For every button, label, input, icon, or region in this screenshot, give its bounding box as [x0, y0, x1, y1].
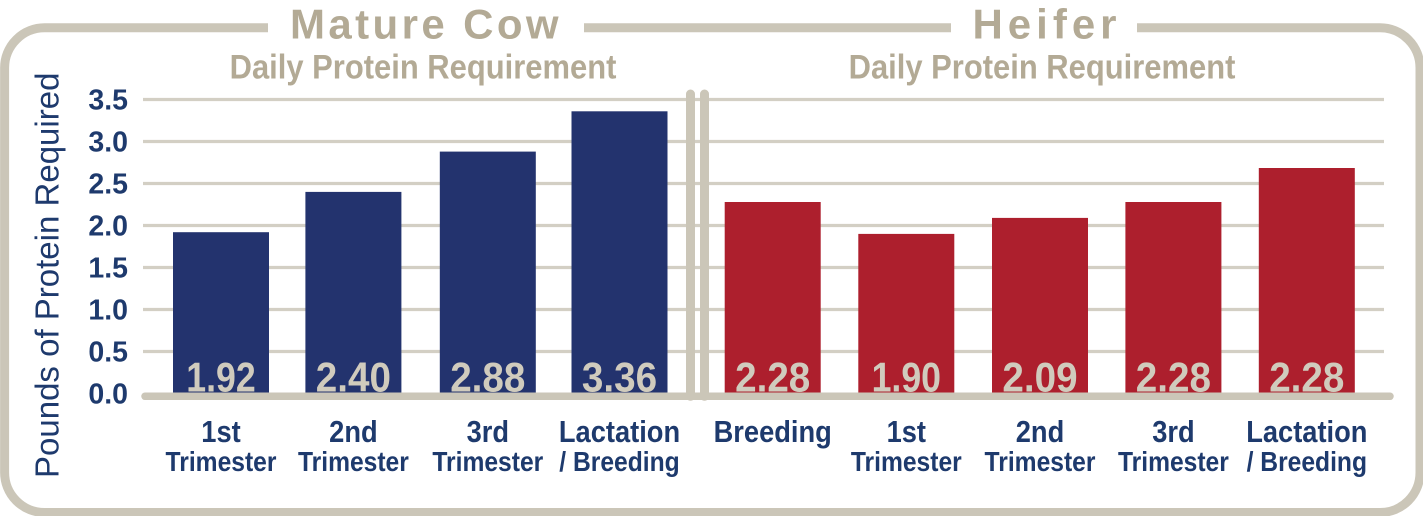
svg-text:2nd: 2nd: [329, 415, 377, 449]
svg-text:Breeding: Breeding: [714, 415, 832, 449]
svg-text:Lactation: Lactation: [559, 415, 680, 449]
svg-text:Trimester: Trimester: [851, 446, 962, 478]
svg-text:Trimester: Trimester: [985, 446, 1096, 478]
svg-text:Daily Protein Requirement: Daily Protein Requirement: [230, 48, 617, 86]
svg-text:Trimester: Trimester: [166, 446, 277, 478]
svg-text:3rd: 3rd: [467, 415, 509, 449]
svg-text:Pounds of Protein Required: Pounds of Protein Required: [29, 73, 66, 478]
svg-text:2nd: 2nd: [1016, 415, 1064, 449]
svg-text:/ Breeding: / Breeding: [559, 446, 679, 478]
svg-text:2.5: 2.5: [88, 168, 128, 200]
svg-text:1.0: 1.0: [88, 294, 128, 326]
svg-text:2.28: 2.28: [735, 353, 810, 401]
svg-text:Lactation: Lactation: [1246, 415, 1367, 449]
svg-text:2.88: 2.88: [450, 353, 525, 401]
svg-text:3.5: 3.5: [88, 84, 128, 116]
svg-text:1.5: 1.5: [88, 252, 128, 284]
svg-text:2.0: 2.0: [88, 210, 128, 242]
svg-text:Trimester: Trimester: [298, 446, 409, 478]
svg-text:/ Breeding: / Breeding: [1247, 446, 1367, 478]
svg-text:0.0: 0.0: [88, 378, 128, 410]
svg-text:1.90: 1.90: [872, 355, 941, 401]
svg-text:0.5: 0.5: [88, 336, 128, 368]
svg-text:3.0: 3.0: [88, 126, 128, 158]
svg-text:Trimester: Trimester: [432, 446, 543, 478]
svg-text:2.40: 2.40: [316, 353, 391, 401]
svg-text:Mature Cow: Mature Cow: [290, 1, 562, 48]
svg-text:2.09: 2.09: [1002, 353, 1077, 401]
svg-text:Heifer: Heifer: [972, 1, 1121, 48]
svg-text:Daily Protein Requirement: Daily Protein Requirement: [849, 48, 1236, 86]
svg-text:1.92: 1.92: [186, 355, 255, 401]
svg-text:2.28: 2.28: [1269, 353, 1344, 401]
svg-text:3.36: 3.36: [582, 353, 657, 401]
svg-text:1st: 1st: [887, 415, 927, 449]
svg-text:1st: 1st: [201, 415, 241, 449]
svg-text:2.28: 2.28: [1136, 353, 1211, 401]
svg-text:3rd: 3rd: [1152, 415, 1194, 449]
svg-text:Trimester: Trimester: [1118, 446, 1229, 478]
